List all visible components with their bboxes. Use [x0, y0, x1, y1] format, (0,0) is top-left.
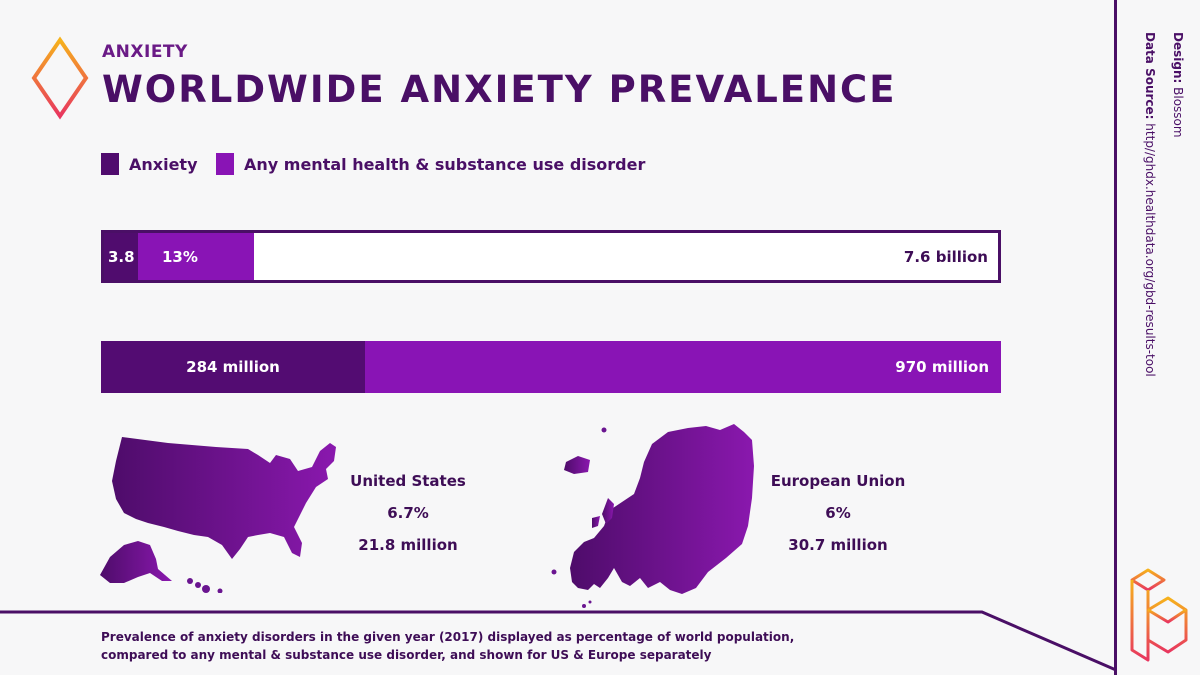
credit-design-value: Blossom	[1171, 87, 1185, 138]
footnote: Prevalence of anxiety disorders in the g…	[101, 630, 795, 662]
bar1-label-anxiety: 3.8	[108, 247, 135, 266]
credit-design: Design: Blossom	[1164, 32, 1192, 377]
us-region-name: United States	[350, 472, 466, 490]
page-title: WORLDWIDE ANXIETY PREVALENCE	[102, 68, 897, 111]
side-divider	[1114, 0, 1117, 675]
credit-design-key: Design:	[1171, 32, 1185, 84]
bar1-label-total: 7.6 billion	[903, 247, 988, 266]
eu-stats: European Union 6% 30.7 million	[738, 465, 938, 561]
eu-region-name: European Union	[770, 472, 906, 490]
credit-source: Data Source: http//ghdx.healthdata.org/g…	[1136, 32, 1164, 377]
us-region-count: 21.8 million	[358, 536, 458, 554]
bottom-divider	[0, 610, 1117, 672]
legend-swatch-any-disorder	[216, 153, 234, 175]
bar2-label-any-disorder: 970 million	[895, 358, 989, 376]
bar-world-population: 3.8 13% 7.6 billion	[101, 230, 1001, 283]
bar-absolute-counts: 284 million 970 million	[101, 341, 1001, 393]
legend-label-anxiety: Anxiety	[129, 154, 198, 174]
bar1-segment-anxiety	[104, 233, 138, 280]
legend-item-anxiety: Anxiety	[101, 152, 198, 176]
eu-map-icon	[551, 424, 754, 608]
diamond-logo-icon	[31, 36, 89, 120]
blossom-logo-icon	[1130, 568, 1188, 662]
bar2-label-anxiety: 284 million	[186, 358, 280, 376]
legend-swatch-anxiety	[101, 153, 119, 175]
bar1-segment-any-disorder	[138, 233, 254, 280]
bar1-label-any-disorder: 13%	[162, 247, 198, 266]
credit-source-key: Data Source:	[1143, 32, 1157, 120]
legend-label-any-disorder: Any mental health & substance use disord…	[244, 154, 646, 174]
us-stats: United States 6.7% 21.8 million	[308, 465, 508, 561]
page-kicker: ANXIETY	[102, 42, 188, 62]
credits: Design: Blossom Data Source: http//ghdx.…	[1136, 32, 1192, 377]
us-region-percent: 6.7%	[387, 504, 429, 522]
bar2-segment-anxiety	[101, 341, 365, 393]
eu-region-count: 30.7 million	[788, 536, 888, 554]
us-map-icon	[100, 437, 336, 593]
credit-source-value[interactable]: http//ghdx.healthdata.org/gbd-results-to…	[1143, 123, 1157, 377]
legend-item-any-disorder: Any mental health & substance use disord…	[216, 152, 645, 176]
eu-region-percent: 6%	[825, 504, 851, 522]
